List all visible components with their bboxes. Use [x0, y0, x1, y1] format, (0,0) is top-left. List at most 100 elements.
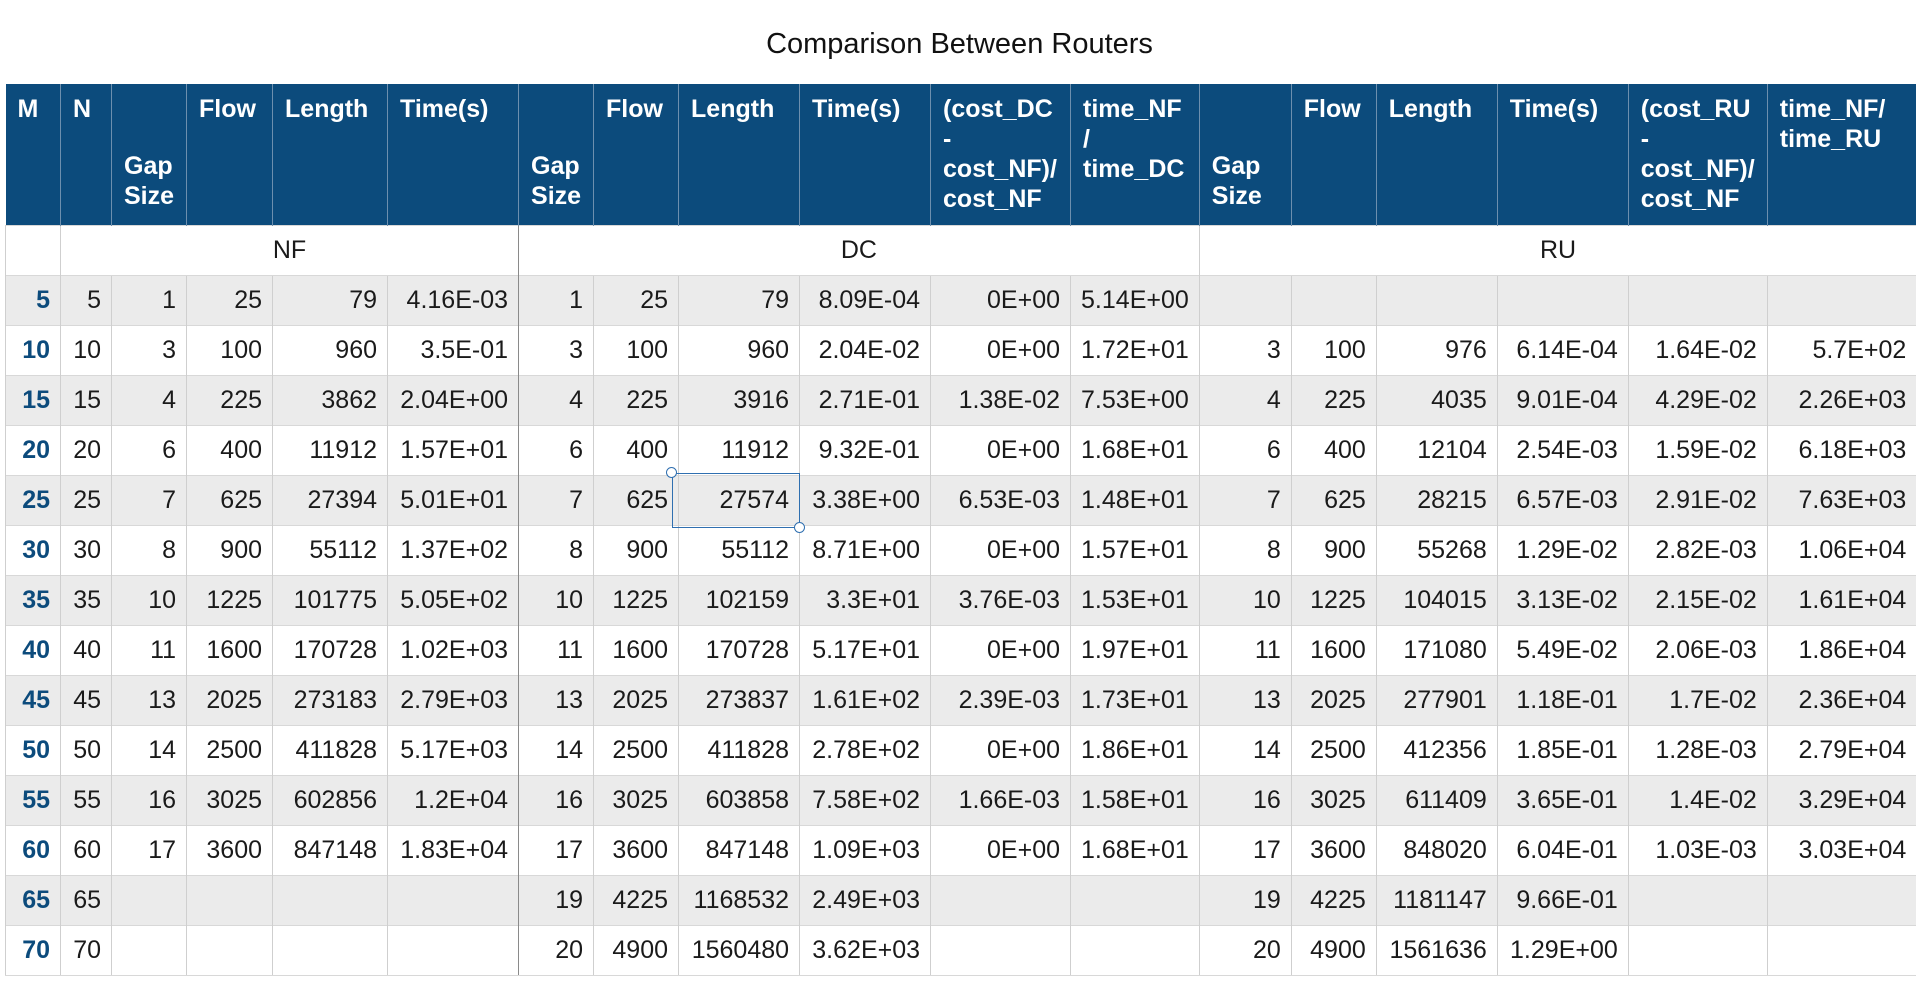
table-cell[interactable]: 3600: [186, 824, 273, 875]
table-cell[interactable]: 3.38E+00: [799, 474, 931, 525]
selection-handle-bottom-right[interactable]: [794, 522, 805, 533]
table-cell[interactable]: 1.66E-03: [930, 774, 1071, 825]
table-cell[interactable]: 1.38E-02: [930, 374, 1071, 425]
table-cell[interactable]: 960: [678, 324, 800, 375]
group-label-dc[interactable]: DC: [518, 224, 1200, 275]
table-cell[interactable]: 1561636: [1375, 924, 1498, 976]
column-header[interactable]: Time(s): [799, 84, 931, 225]
table-cell[interactable]: 3025: [593, 774, 679, 825]
table-cell[interactable]: 9.01E-04: [1496, 374, 1629, 425]
table-cell[interactable]: 170728: [272, 624, 388, 675]
table-cell[interactable]: 6.18E+03: [1766, 424, 1917, 475]
table-cell[interactable]: 1.4E-02: [1627, 774, 1768, 825]
table-cell[interactable]: 7: [1198, 474, 1292, 525]
table-cell[interactable]: 225: [593, 374, 679, 425]
table-cell[interactable]: 0E+00: [930, 524, 1071, 575]
table-cell[interactable]: 30: [60, 524, 112, 575]
table-cell[interactable]: 1.72E+01: [1070, 324, 1200, 375]
table-cell[interactable]: 1.28E-03: [1627, 724, 1768, 775]
table-cell[interactable]: 3.03E+04: [1766, 824, 1917, 875]
table-cell[interactable]: 27574: [678, 474, 800, 525]
group-label-nf[interactable]: NF: [59, 224, 519, 275]
table-cell[interactable]: 4225: [1290, 874, 1377, 925]
table-cell[interactable]: 2.54E-03: [1496, 424, 1629, 475]
table-cell[interactable]: 16: [110, 774, 187, 825]
table-cell[interactable]: 7: [518, 474, 594, 525]
table-cell[interactable]: 1.73E+01: [1070, 674, 1200, 725]
row-header-m[interactable]: 45: [5, 674, 61, 725]
table-cell[interactable]: [1627, 274, 1768, 325]
table-cell[interactable]: 1.37E+02: [387, 524, 519, 575]
table-cell[interactable]: 55112: [272, 524, 388, 575]
table-cell[interactable]: 100: [186, 324, 273, 375]
table-cell[interactable]: 4900: [593, 924, 679, 976]
table-cell[interactable]: 6.57E-03: [1496, 474, 1629, 525]
table-cell[interactable]: 65: [60, 874, 112, 925]
column-header[interactable]: Length: [1375, 84, 1498, 225]
table-cell[interactable]: 1.85E-01: [1496, 724, 1629, 775]
table-cell[interactable]: 25: [593, 274, 679, 325]
table-cell[interactable]: 3862: [272, 374, 388, 425]
table-cell[interactable]: 0E+00: [930, 424, 1071, 475]
table-cell[interactable]: 45: [60, 674, 112, 725]
table-cell[interactable]: 9.66E-01: [1496, 874, 1629, 925]
table-cell[interactable]: 40: [60, 624, 112, 675]
table-cell[interactable]: 17: [110, 824, 187, 875]
table-cell[interactable]: 225: [1290, 374, 1377, 425]
table-cell[interactable]: [272, 924, 388, 976]
table-cell[interactable]: 14: [1198, 724, 1292, 775]
table-cell[interactable]: 5.17E+01: [799, 624, 931, 675]
table-cell[interactable]: 1.06E+04: [1766, 524, 1917, 575]
table-cell[interactable]: 2025: [593, 674, 679, 725]
table-cell[interactable]: 1.86E+01: [1070, 724, 1200, 775]
table-cell[interactable]: 70: [60, 924, 112, 976]
table-cell[interactable]: 6.04E-01: [1496, 824, 1629, 875]
table-cell[interactable]: 4: [110, 374, 187, 425]
table-cell[interactable]: 5.49E-02: [1496, 624, 1629, 675]
table-cell[interactable]: 2.06E-03: [1627, 624, 1768, 675]
column-header[interactable]: Flow: [186, 84, 273, 225]
table-cell[interactable]: 102159: [678, 574, 800, 625]
table-cell[interactable]: 1600: [593, 624, 679, 675]
column-header[interactable]: N: [60, 84, 112, 225]
table-cell[interactable]: 1.59E-02: [1627, 424, 1768, 475]
table-cell[interactable]: 1.2E+04: [387, 774, 519, 825]
column-header[interactable]: (cost_DC - cost_NF)/ cost_NF: [930, 84, 1071, 225]
table-cell[interactable]: 3: [110, 324, 187, 375]
table-cell[interactable]: 3.29E+04: [1766, 774, 1917, 825]
table-cell[interactable]: 4900: [1290, 924, 1377, 976]
table-cell[interactable]: 8.71E+00: [799, 524, 931, 575]
table-cell[interactable]: 1.61E+04: [1766, 574, 1917, 625]
table-cell[interactable]: 1560480: [678, 924, 800, 976]
table-cell[interactable]: 3600: [593, 824, 679, 875]
table-cell[interactable]: 1.48E+01: [1070, 474, 1200, 525]
table-cell[interactable]: 3: [1198, 324, 1292, 375]
table-cell[interactable]: 603858: [678, 774, 800, 825]
table-cell[interactable]: 1.68E+01: [1070, 824, 1200, 875]
table-cell[interactable]: 1.57E+01: [1070, 524, 1200, 575]
table-cell[interactable]: 50: [60, 724, 112, 775]
table-cell[interactable]: 2.26E+03: [1766, 374, 1917, 425]
column-header[interactable]: M: [5, 84, 61, 225]
table-cell[interactable]: 100: [1290, 324, 1377, 375]
table-cell[interactable]: 9.32E-01: [799, 424, 931, 475]
table-cell[interactable]: 411828: [678, 724, 800, 775]
table-cell[interactable]: 1.64E-02: [1627, 324, 1768, 375]
table-cell[interactable]: [1766, 274, 1917, 325]
table-cell[interactable]: 2.71E-01: [799, 374, 931, 425]
table-cell[interactable]: 400: [186, 424, 273, 475]
table-cell[interactable]: 13: [1198, 674, 1292, 725]
row-header-m[interactable]: 50: [5, 724, 61, 775]
table-cell[interactable]: [387, 924, 519, 976]
table-cell[interactable]: 5.01E+01: [387, 474, 519, 525]
table-cell[interactable]: 8.09E-04: [799, 274, 931, 325]
table-cell[interactable]: 11912: [678, 424, 800, 475]
column-header[interactable]: Length: [272, 84, 388, 225]
table-cell[interactable]: 1181147: [1375, 874, 1498, 925]
table-cell[interactable]: [110, 924, 187, 976]
table-cell[interactable]: 4: [518, 374, 594, 425]
table-cell[interactable]: 277901: [1375, 674, 1498, 725]
table-cell[interactable]: 400: [1290, 424, 1377, 475]
table-cell[interactable]: 11: [110, 624, 187, 675]
table-cell[interactable]: 0E+00: [930, 274, 1071, 325]
